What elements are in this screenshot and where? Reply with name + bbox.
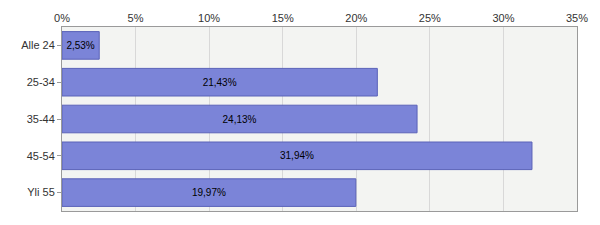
svg-text:25-34: 25-34	[27, 76, 55, 88]
svg-text:19,97%: 19,97%	[192, 187, 226, 198]
svg-text:15%: 15%	[272, 12, 294, 24]
svg-text:35%: 35%	[566, 12, 588, 24]
svg-text:31,94%: 31,94%	[280, 150, 314, 161]
svg-text:2,53%: 2,53%	[66, 40, 94, 51]
svg-text:45-54: 45-54	[27, 150, 55, 162]
svg-text:25%: 25%	[419, 12, 441, 24]
svg-text:Yli 55: Yli 55	[27, 186, 55, 198]
svg-text:21,43%: 21,43%	[203, 77, 237, 88]
svg-text:10%: 10%	[198, 12, 220, 24]
svg-text:0%: 0%	[54, 12, 70, 24]
svg-text:20%: 20%	[345, 12, 367, 24]
svg-text:24,13%: 24,13%	[223, 114, 257, 125]
svg-text:Alle 24: Alle 24	[21, 39, 55, 51]
svg-text:30%: 30%	[492, 12, 514, 24]
svg-text:5%: 5%	[128, 12, 144, 24]
svg-text:35-44: 35-44	[27, 113, 55, 125]
